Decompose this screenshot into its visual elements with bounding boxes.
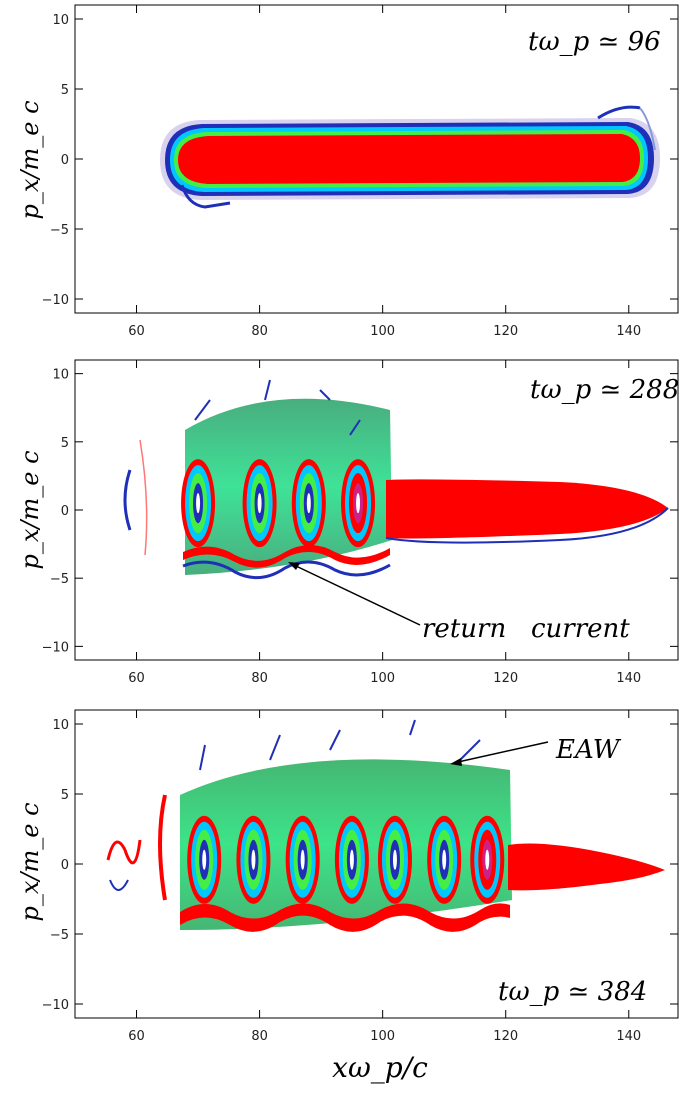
x-tick-label: 60 bbox=[128, 1029, 145, 1044]
ylabel-middle: p_x/m_e c bbox=[16, 450, 44, 569]
y-tick-label: 5 bbox=[61, 83, 69, 98]
phase-space-vortices bbox=[106, 719, 665, 932]
vortex-group bbox=[181, 459, 376, 548]
y-tick-label: 0 bbox=[61, 504, 69, 519]
y-tick-label: −5 bbox=[50, 223, 69, 238]
y-tick-label: 5 bbox=[61, 436, 69, 451]
y-tick-label: 0 bbox=[61, 153, 69, 168]
x-tick-label: 60 bbox=[128, 671, 145, 686]
x-tick-label: 100 bbox=[370, 1029, 395, 1044]
x-tick-label: 140 bbox=[616, 671, 641, 686]
y-tick-label: 5 bbox=[61, 788, 69, 803]
eaw-annotation: EAW bbox=[450, 735, 622, 766]
x-tick-label: 120 bbox=[493, 324, 518, 339]
x-tick-label: 80 bbox=[251, 1029, 268, 1044]
y-tick-label: 10 bbox=[52, 718, 69, 733]
x-tick-label: 140 bbox=[616, 324, 641, 339]
return-current-annotation: return current bbox=[288, 562, 630, 644]
x-tick-label: 100 bbox=[370, 671, 395, 686]
eaw-label: EAW bbox=[555, 735, 622, 765]
y-tick-label: 10 bbox=[52, 368, 69, 383]
vortex-eye bbox=[202, 849, 207, 870]
vortex-group bbox=[187, 815, 505, 904]
panel-middle: return current tω_p ≃ 288 p_x/m_e c bbox=[16, 359, 679, 661]
plasma-slab bbox=[160, 105, 660, 209]
y-tick-label: −10 bbox=[42, 293, 69, 308]
vortex-eye bbox=[392, 849, 397, 870]
x-tick-label: 120 bbox=[493, 671, 518, 686]
y-tick-label: −5 bbox=[50, 928, 69, 943]
vortex-eye bbox=[306, 493, 311, 514]
panel-top: tω_p ≃ 96 p_x/m_e c bbox=[16, 4, 679, 314]
vortex-eye bbox=[300, 849, 305, 870]
y-tick-label: −10 bbox=[42, 640, 69, 655]
ylabel-top: p_x/m_e c bbox=[16, 100, 44, 219]
vortex-eye bbox=[349, 849, 354, 870]
x-tick-label: 80 bbox=[251, 324, 268, 339]
time-label-top: tω_p ≃ 96 bbox=[528, 27, 661, 57]
vortex-eye bbox=[251, 849, 256, 870]
vortex-eye bbox=[442, 849, 447, 870]
x-tick-label: 100 bbox=[370, 324, 395, 339]
ylabel-bottom: p_x/m_e c bbox=[16, 802, 44, 921]
return-current-label: return current bbox=[422, 614, 630, 644]
y-tick-label: 10 bbox=[52, 13, 69, 28]
time-label-bottom: tω_p ≃ 384 bbox=[498, 977, 647, 1007]
vortex-eye bbox=[257, 493, 262, 514]
xlabel: xω_p/c bbox=[332, 1051, 428, 1084]
y-tick-label: −10 bbox=[42, 998, 69, 1013]
x-tick-label: 140 bbox=[616, 1029, 641, 1044]
vortex-eye bbox=[485, 849, 490, 870]
vortex-eye bbox=[196, 493, 201, 514]
y-tick-label: −5 bbox=[50, 572, 69, 587]
y-tick-label: 0 bbox=[61, 858, 69, 873]
x-tick-label: 120 bbox=[493, 1029, 518, 1044]
time-label-middle: tω_p ≃ 288 bbox=[530, 375, 679, 405]
phase-space-vortices bbox=[123, 379, 669, 580]
panel-bottom: EAW tω_p ≃ 384 p_x/m_e c xω_p/c bbox=[16, 709, 679, 1084]
x-tick-label: 80 bbox=[251, 671, 268, 686]
vortex-eye bbox=[356, 493, 361, 514]
x-tick-label: 60 bbox=[128, 324, 145, 339]
